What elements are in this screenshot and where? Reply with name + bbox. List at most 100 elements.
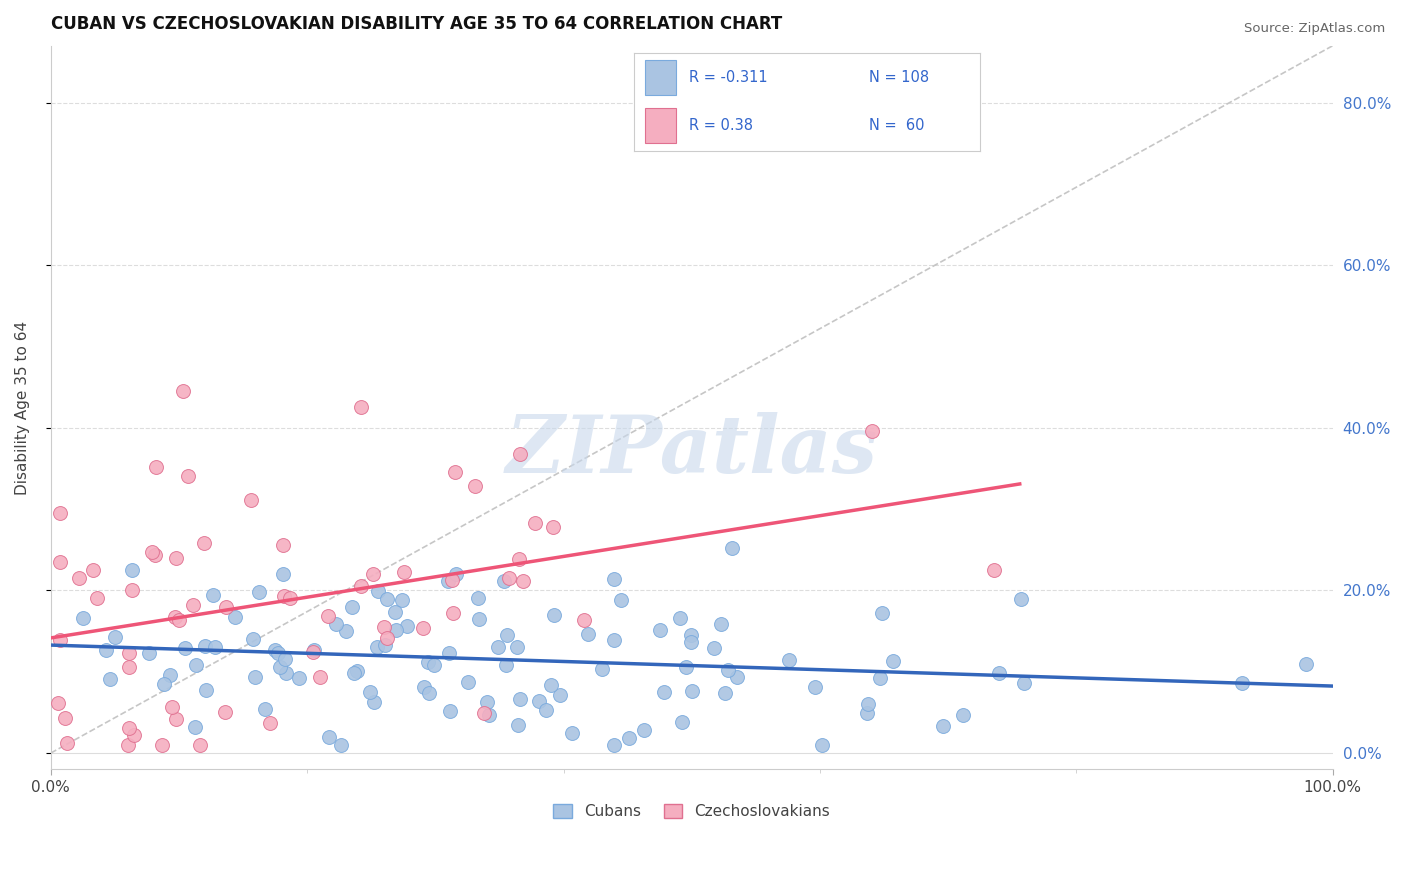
- Point: [169, 613, 191, 627]
- Point: [654, 685, 676, 699]
- Point: [301, 645, 323, 659]
- Point: [441, 607, 464, 621]
- Point: [55, 711, 77, 725]
- Point: [495, 658, 517, 673]
- Point: [181, 598, 204, 612]
- Point: [423, 658, 446, 673]
- Point: [394, 565, 416, 579]
- Point: [361, 567, 384, 582]
- Point: [288, 671, 311, 685]
- Point: [98, 672, 121, 686]
- Point: [508, 718, 530, 732]
- Point: [193, 535, 215, 549]
- Point: [141, 545, 163, 559]
- Point: [492, 574, 515, 588]
- Point: [350, 579, 373, 593]
- Point: [467, 591, 489, 605]
- Point: [541, 520, 564, 534]
- Point: [396, 619, 419, 633]
- Point: [309, 670, 332, 684]
- Point: [439, 704, 461, 718]
- Point: [269, 660, 291, 674]
- Point: [603, 738, 626, 752]
- Point: [440, 574, 463, 588]
- Point: [121, 562, 143, 576]
- Text: Source: ZipAtlas.com: Source: ZipAtlas.com: [1244, 22, 1385, 36]
- Point: [527, 694, 550, 708]
- Point: [263, 643, 285, 657]
- Point: [540, 678, 562, 692]
- Point: [159, 668, 181, 682]
- Point: [330, 738, 353, 752]
- Point: [49, 506, 72, 520]
- Point: [803, 680, 825, 694]
- Point: [591, 662, 613, 676]
- Point: [325, 617, 347, 632]
- Point: [603, 632, 626, 647]
- Point: [188, 738, 211, 752]
- Point: [49, 556, 72, 570]
- Point: [478, 708, 501, 723]
- Point: [617, 731, 640, 745]
- Point: [703, 640, 725, 655]
- Point: [150, 738, 173, 752]
- Point: [713, 686, 735, 700]
- Point: [710, 616, 733, 631]
- Point: [983, 563, 1005, 577]
- Point: [245, 670, 267, 684]
- Point: [49, 632, 72, 647]
- Point: [882, 654, 904, 668]
- Point: [717, 664, 740, 678]
- Point: [508, 552, 530, 566]
- Point: [165, 551, 187, 566]
- Text: ZIPatlas: ZIPatlas: [506, 412, 877, 490]
- Point: [576, 627, 599, 641]
- Point: [457, 674, 479, 689]
- Point: [153, 677, 176, 691]
- Point: [267, 646, 290, 660]
- Point: [472, 706, 495, 720]
- Point: [165, 712, 187, 726]
- Point: [118, 660, 141, 674]
- Point: [778, 653, 800, 667]
- Point: [94, 643, 117, 657]
- Point: [195, 682, 218, 697]
- Point: [72, 610, 94, 624]
- Point: [145, 459, 167, 474]
- Point: [1010, 591, 1032, 606]
- Point: [681, 628, 703, 642]
- Point: [725, 670, 748, 684]
- Point: [524, 516, 547, 531]
- Point: [856, 706, 879, 721]
- Point: [67, 571, 90, 585]
- Point: [439, 646, 461, 660]
- Point: [121, 583, 143, 598]
- Point: [681, 684, 703, 698]
- Point: [375, 632, 398, 646]
- Point: [385, 623, 408, 637]
- Legend: Cubans, Czechoslovakians: Cubans, Czechoslovakians: [546, 797, 838, 827]
- Point: [633, 723, 655, 737]
- Point: [869, 671, 891, 685]
- Point: [512, 574, 534, 589]
- Point: [82, 563, 104, 577]
- Point: [318, 730, 340, 744]
- Point: [366, 640, 388, 655]
- Point: [177, 469, 200, 483]
- Point: [610, 593, 633, 607]
- Point: [340, 599, 363, 614]
- Point: [117, 738, 139, 752]
- Point: [548, 688, 571, 702]
- Point: [810, 738, 832, 752]
- Point: [214, 706, 236, 720]
- Point: [444, 465, 467, 479]
- Point: [273, 589, 295, 603]
- Point: [509, 692, 531, 706]
- Point: [988, 665, 1011, 680]
- Point: [122, 728, 145, 742]
- Point: [242, 632, 264, 647]
- Point: [671, 715, 693, 730]
- Point: [346, 664, 368, 678]
- Point: [603, 572, 626, 586]
- Point: [215, 599, 238, 614]
